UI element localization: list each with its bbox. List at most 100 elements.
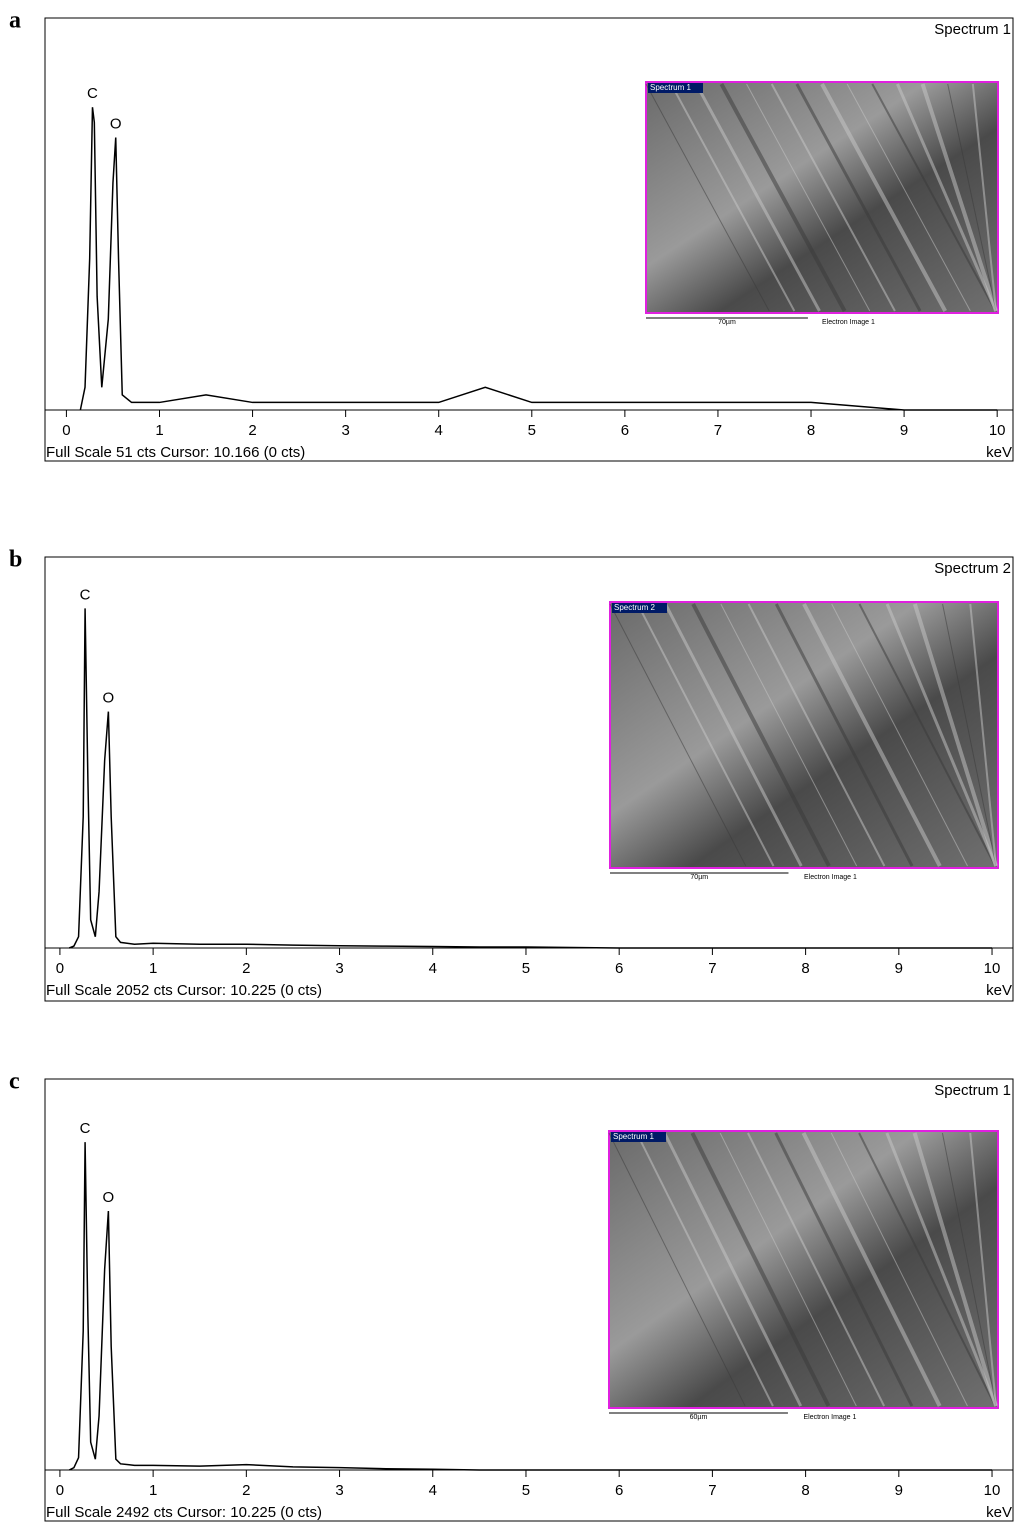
x-unit: keV (986, 982, 1012, 999)
chart-title: Spectrum 1 (934, 21, 1011, 38)
x-unit: keV (986, 444, 1012, 461)
fiber (969, 603, 997, 867)
panel-letter: a (9, 8, 21, 34)
x-tick-label: 9 (900, 422, 908, 439)
x-tick-label: 6 (615, 1482, 623, 1499)
fiber (912, 1132, 998, 1407)
fiber (664, 603, 803, 867)
x-tick-label: 5 (522, 960, 530, 977)
fiber (971, 83, 997, 312)
inset-caption: Electron Image 1 (804, 874, 857, 881)
x-tick-label: 7 (714, 422, 722, 439)
panel-letter: c (9, 1069, 20, 1095)
inset-label-bg (611, 1132, 666, 1142)
fiber (830, 1132, 968, 1407)
x-tick-label: 0 (56, 960, 64, 977)
fiber (690, 1132, 831, 1407)
footer: Full Scale 2052 cts Cursor: 10.225 (0 ct… (46, 982, 322, 999)
peak-label: C (80, 1120, 91, 1137)
sem-image (608, 1130, 999, 1409)
fiber (947, 83, 997, 312)
x-tick-label: 10 (984, 1482, 1001, 1499)
fiber (746, 83, 871, 312)
x-tick-label: 10 (984, 960, 1001, 977)
x-tick-label: 0 (56, 1482, 64, 1499)
scale-bar-label: 70µm (690, 874, 708, 881)
inset-caption: Electron Image 1 (822, 319, 875, 326)
x-tick-label: 3 (341, 422, 349, 439)
fiber (608, 1132, 746, 1407)
fiber (801, 1132, 942, 1407)
fiber (831, 603, 968, 867)
x-tick-label: 3 (335, 960, 343, 977)
x-tick-label: 5 (528, 422, 536, 439)
spectrum-line (68, 608, 993, 949)
fiber (719, 1132, 857, 1407)
fiber (720, 603, 858, 867)
fiber (969, 1132, 997, 1407)
fiber (719, 83, 847, 312)
chart-title: Spectrum 2 (934, 560, 1011, 577)
fiber (858, 1132, 997, 1407)
fiber (920, 83, 998, 312)
peak-label: O (110, 115, 122, 132)
peak-label: C (87, 85, 98, 102)
fiber (691, 603, 831, 867)
fiber (941, 1132, 997, 1407)
x-tick-label: 1 (149, 960, 157, 977)
spectrum-line (79, 107, 998, 411)
fiber (871, 83, 997, 312)
frame (44, 17, 1014, 462)
fiber (896, 83, 998, 312)
inset-label-bg (612, 603, 667, 613)
fiber (942, 603, 997, 867)
fiber (912, 603, 998, 867)
x-unit: keV (986, 1504, 1012, 1521)
x-tick-label: 2 (242, 1482, 250, 1499)
x-tick-label: 6 (615, 960, 623, 977)
x-tick-label: 7 (708, 1482, 716, 1499)
fiber (663, 1132, 803, 1407)
chart-title: Spectrum 1 (934, 1082, 1011, 1099)
peak-label: C (80, 586, 91, 603)
fiber (770, 83, 896, 312)
x-tick-label: 6 (621, 422, 629, 439)
fiber (635, 1132, 774, 1407)
fiber (636, 603, 775, 867)
frame (44, 556, 1014, 1002)
x-tick-label: 4 (435, 422, 443, 439)
x-tick-label: 9 (895, 960, 903, 977)
inset-caption: Electron Image 1 (804, 1414, 857, 1421)
panel-letter: b (9, 547, 22, 573)
frame (44, 1078, 1014, 1522)
x-tick-label: 8 (801, 1482, 809, 1499)
x-tick-label: 9 (895, 1482, 903, 1499)
x-tick-label: 2 (248, 422, 256, 439)
inset-label: Spectrum 2 (614, 603, 655, 612)
sem-image (609, 601, 999, 869)
x-tick-label: 4 (429, 1482, 437, 1499)
peak-label: O (103, 1189, 115, 1206)
x-tick-label: 7 (708, 960, 716, 977)
peak-label: O (103, 690, 115, 707)
inset-label: Spectrum 1 (650, 83, 691, 92)
fiber (885, 603, 998, 867)
x-tick-label: 1 (155, 422, 163, 439)
fiber (645, 83, 770, 312)
fiber (858, 603, 997, 867)
fiber (774, 603, 914, 867)
x-tick-label: 4 (429, 960, 437, 977)
x-tick-label: 5 (522, 1482, 530, 1499)
fiber (802, 603, 942, 867)
fiber (609, 603, 747, 867)
fiber (846, 83, 971, 312)
x-tick-label: 8 (807, 422, 815, 439)
fiber (885, 1132, 998, 1407)
spectrum-line (68, 1142, 993, 1471)
inset-label-bg (648, 83, 703, 93)
fiber (795, 83, 922, 312)
x-tick-label: 3 (335, 1482, 343, 1499)
x-tick-label: 1 (149, 1482, 157, 1499)
fiber (747, 603, 886, 867)
